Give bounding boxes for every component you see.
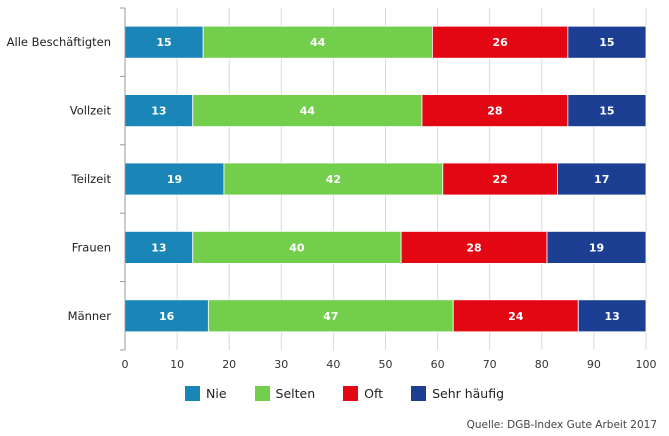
bar-value-label: 15 — [599, 36, 614, 49]
bar-value-label: 44 — [310, 36, 326, 49]
category-label: Vollzeit — [70, 104, 112, 118]
legend-item-nie[interactable]: Nie — [185, 386, 227, 401]
bar-segment[interactable] — [124, 94, 194, 127]
bar-segment[interactable] — [192, 94, 423, 127]
legend-swatch-oft — [343, 386, 359, 401]
bar-value-label: 22 — [492, 173, 507, 186]
bar-value-label: 47 — [323, 310, 338, 323]
bar-segment[interactable] — [557, 162, 647, 196]
legend-swatch-selten — [254, 386, 270, 401]
legend-swatch-sehr-haeufig — [411, 386, 427, 401]
category-label: Männer — [68, 309, 112, 323]
legend-item-selten[interactable]: Selten — [254, 386, 316, 401]
bar-segment[interactable] — [124, 25, 204, 59]
bar-value-label: 44 — [300, 105, 316, 118]
bar-value-label: 15 — [599, 105, 614, 118]
axes: 0 10 20 30 40 50 60 70 80 90 100 Alle Beschäftigten… — [7, 7, 657, 371]
bar-segment[interactable] — [223, 162, 444, 196]
source-note: Quelle: DGB-Index Gute Arbeit 2017 — [466, 419, 657, 431]
bar-value-label: 26 — [492, 36, 508, 49]
legend-label-selten: Selten — [275, 386, 316, 401]
bar-segment[interactable] — [207, 299, 454, 333]
bar-segment[interactable] — [124, 230, 194, 264]
bar-segment[interactable] — [431, 25, 569, 59]
x-tick-label: 0 — [122, 358, 129, 371]
bar-value-label: 15 — [156, 36, 171, 49]
legend-label-oft: Oft — [364, 386, 384, 401]
bar-segment[interactable] — [546, 230, 647, 264]
legend-swatch-nie — [185, 386, 200, 401]
x-tick-label: 60 — [431, 358, 445, 371]
x-tick-label: 50 — [379, 358, 393, 371]
x-tick-label: 10 — [170, 358, 184, 371]
bar-segment[interactable] — [124, 162, 225, 196]
legend-item-oft[interactable]: Oft — [343, 386, 383, 401]
legend-label-nie: Nie — [206, 386, 227, 401]
x-tick-label: 30 — [274, 358, 288, 371]
bar-value-label: 13 — [151, 241, 166, 254]
bar-segment[interactable] — [400, 230, 548, 264]
bar-segment[interactable] — [577, 299, 647, 333]
bar-value-label: 13 — [604, 310, 619, 323]
x-tick-label: 20 — [222, 358, 236, 371]
bar-value-label: 28 — [466, 241, 481, 254]
x-tick-label: 40 — [326, 358, 340, 371]
bar-value-label: 13 — [151, 105, 166, 118]
category-label: Alle Beschäftigten — [7, 35, 111, 49]
bar-value-label: 16 — [159, 310, 175, 323]
legend-item-sehr-haeufig[interactable]: Sehr häufig — [411, 386, 504, 401]
x-tick-label: 100 — [636, 358, 657, 371]
bar-value-label: 28 — [487, 105, 502, 118]
bar-segment[interactable] — [567, 25, 647, 59]
x-tick-label: 70 — [483, 358, 497, 371]
bar-segment[interactable] — [124, 299, 209, 333]
legend-label-sehr-haeufig: Sehr häufig — [432, 386, 505, 401]
bar-segment[interactable] — [202, 25, 433, 59]
stacked-bar-chart: 15 44 26 15 13 44 28 15 19 42 22 17 13 40 28 19 16 47 24 13… — [7, 7, 657, 371]
bar-value-label: 42 — [326, 173, 341, 186]
bar-value-label: 19 — [589, 241, 604, 254]
bar-value-label: 40 — [289, 241, 305, 254]
bar-value-label: 17 — [594, 173, 609, 186]
category-label: Frauen — [72, 240, 111, 254]
category-label: Teilzeit — [71, 172, 112, 186]
x-tick-label: 80 — [535, 358, 549, 371]
legend: Nie Selten Oft Sehr häufig — [185, 386, 532, 401]
bar-segment[interactable] — [567, 94, 647, 127]
bar-value-label: 19 — [167, 173, 182, 186]
x-tick-label: 90 — [587, 358, 601, 371]
bar-value-label: 24 — [508, 310, 524, 323]
bars: 15 44 26 15 13 44 28 15 19 42 22 17 13 40 28 19 16 47 24 13 — [124, 25, 647, 333]
bar-segment[interactable] — [192, 230, 402, 264]
